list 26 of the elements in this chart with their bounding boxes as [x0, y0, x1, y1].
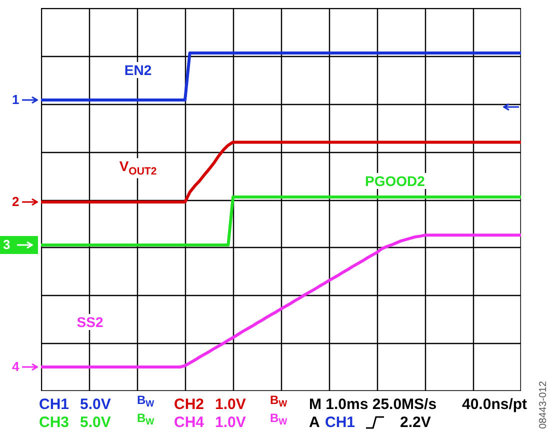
text: 08443-012: [538, 381, 549, 429]
text: CH2: [174, 396, 204, 413]
text: 5.0V: [80, 396, 111, 413]
text: A: [309, 414, 320, 431]
text: 3: [3, 236, 10, 252]
series-label: PGOOD2: [363, 173, 427, 189]
text: 1.0V: [215, 396, 246, 413]
text: 4: [12, 358, 20, 374]
text: M 1.0ms 25.0MS/s: [309, 396, 437, 413]
text: 2: [12, 194, 20, 210]
text: CH3: [39, 414, 70, 431]
text: 5.0V: [80, 414, 111, 431]
text: 1.0V: [215, 414, 246, 431]
text: SS2: [74, 314, 106, 330]
text: CH1: [39, 396, 70, 413]
text: B$_{W}$: [137, 411, 154, 427]
text: 1: [12, 92, 20, 107]
text: CH4: [174, 414, 204, 431]
series-label: V$_{OUT2}$: [117, 158, 159, 178]
series-label: EN2: [122, 62, 154, 78]
text: B$_{W}$: [270, 411, 288, 427]
text: 2.2V: [400, 414, 431, 431]
text: 40.0ns/pt: [462, 396, 528, 413]
text: B$_{W}$: [270, 393, 288, 409]
text: CH1: [325, 414, 356, 431]
text: B$_{W}$: [137, 393, 154, 409]
